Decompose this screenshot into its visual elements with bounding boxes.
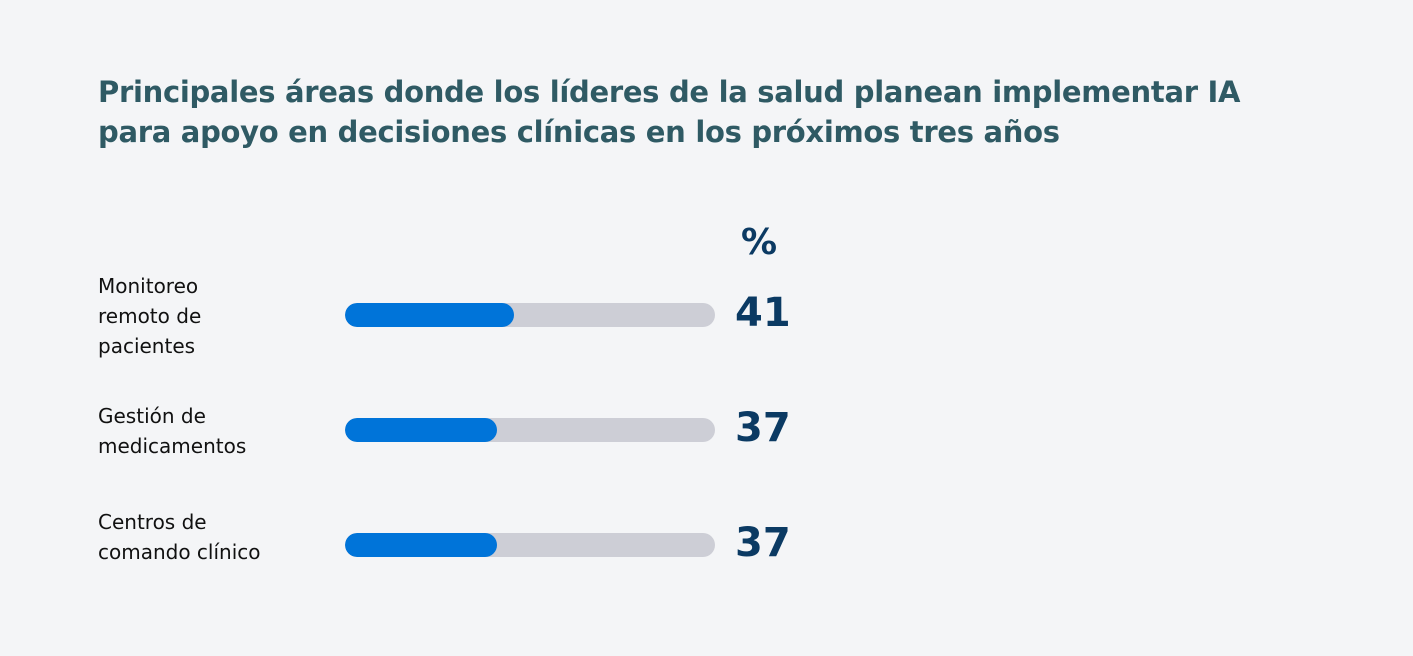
category-label: Monitoreo remoto de pacientes <box>98 274 202 358</box>
percent-unit-label: % <box>741 222 778 263</box>
chart-title: Principales áreas donde los líderes de l… <box>98 75 1241 149</box>
value-label: 41 <box>735 290 791 336</box>
category-label: Centros de comando clínico <box>98 510 261 564</box>
bar-fill <box>345 533 498 557</box>
category-label: Gestión de medicamentos <box>98 404 247 458</box>
value-label: 37 <box>735 405 791 451</box>
value-label: 37 <box>735 520 791 566</box>
bar-fill <box>345 418 498 442</box>
bar-track <box>345 303 715 327</box>
bar-track <box>345 418 715 442</box>
bar-fill <box>345 303 514 327</box>
bar-track <box>345 533 715 557</box>
